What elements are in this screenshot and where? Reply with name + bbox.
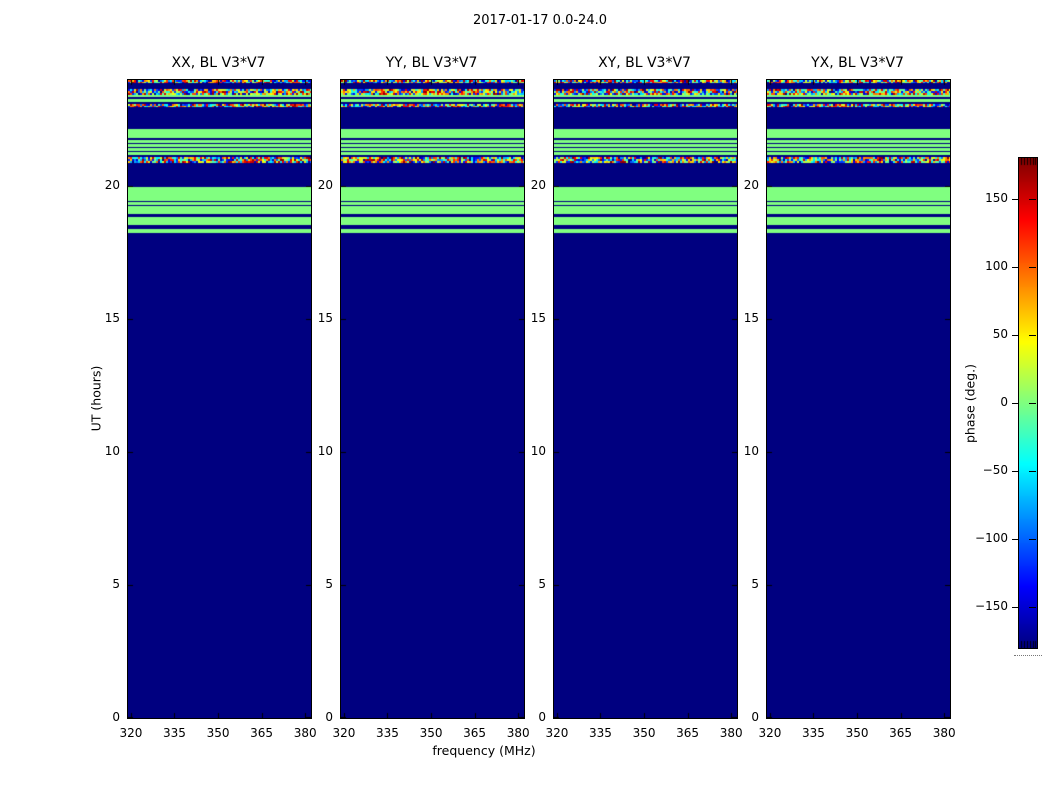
- x-axis-label: frequency (MHz): [432, 743, 536, 758]
- panel-title: YY, BL V3*V7: [385, 55, 478, 71]
- y-tick-label: 15: [530, 311, 546, 326]
- x-tick-label: 365: [250, 726, 274, 740]
- x-tick-label: 365: [889, 726, 913, 740]
- y-tick-label: 5: [538, 577, 546, 592]
- colorbar-tick: [1029, 471, 1036, 473]
- heatmap-canvas: [766, 79, 951, 719]
- y-tick-label: 0: [538, 710, 546, 724]
- y-tick-label: 15: [743, 311, 759, 326]
- colorbar-tick: [1012, 198, 1018, 200]
- x-tick-label: 320: [119, 726, 143, 740]
- colorbar-tick-label: 50: [992, 326, 1008, 341]
- y-tick-label: 15: [104, 311, 120, 326]
- x-tick-label: 320: [332, 726, 356, 740]
- y-tick-label: 0: [751, 710, 759, 724]
- y-tick-label: 20: [317, 178, 333, 193]
- x-tick-label: 380: [719, 726, 743, 740]
- colorbar-tick: [1012, 539, 1018, 541]
- y-tick-label: 20: [104, 178, 120, 193]
- x-tick-label: 335: [163, 726, 186, 740]
- x-tick-label: 335: [802, 726, 825, 740]
- colorbar-tick-label: −50: [982, 463, 1008, 478]
- colorbar-tick-label: −150: [975, 599, 1008, 614]
- y-tick-label: 10: [743, 444, 759, 459]
- y-tick-label: 20: [743, 178, 759, 193]
- colorbar-tick: [1012, 471, 1018, 473]
- x-tick-label: 350: [419, 726, 443, 740]
- colorbar-tick: [1029, 539, 1036, 541]
- x-tick-label: 350: [206, 726, 230, 740]
- colorbar-tick: [1012, 266, 1018, 268]
- y-tick-label: 10: [104, 444, 120, 459]
- x-tick-label: 320: [758, 726, 782, 740]
- panel-title: XX, BL V3*V7: [171, 55, 266, 71]
- y-tick-label: 10: [530, 444, 546, 459]
- y-tick-label: 10: [317, 444, 333, 459]
- x-tick-label: 380: [932, 726, 956, 740]
- y-tick-label: 20: [530, 178, 546, 193]
- colorbar-tick-label: 0: [1000, 395, 1008, 409]
- heatmap-canvas: [340, 79, 525, 719]
- x-tick-label: 335: [589, 726, 612, 740]
- colorbar-label: phase (deg.): [962, 364, 978, 443]
- y-tick-label: 0: [325, 710, 333, 724]
- colorbar-tick: [1012, 607, 1018, 609]
- colorbar-tick: [1012, 334, 1018, 336]
- colorbar-canvas: [1018, 157, 1038, 649]
- colorbar-tick: [1012, 403, 1018, 404]
- colorbar-tick: [1029, 198, 1036, 200]
- colorbar-tick: [1029, 403, 1036, 404]
- panel-title: XY, BL V3*V7: [598, 55, 691, 71]
- x-tick-label: 365: [463, 726, 487, 740]
- x-tick-label: 350: [632, 726, 656, 740]
- colorbar-tick: [1029, 266, 1036, 268]
- colorbar-dotted-line: [1014, 655, 1042, 656]
- x-tick-label: 380: [293, 726, 317, 740]
- y-tick-label: 5: [325, 577, 333, 592]
- heatmap-canvas: [127, 79, 312, 719]
- y-tick-label: 5: [112, 577, 120, 592]
- y-tick-label: 5: [751, 577, 759, 592]
- x-tick-label: 380: [506, 726, 530, 740]
- figure-title: 2017-01-17 0.0-24.0: [473, 13, 607, 28]
- colorbar-tick: [1029, 334, 1036, 336]
- x-tick-label: 335: [376, 726, 399, 740]
- colorbar-tick-label: 150: [985, 190, 1008, 205]
- x-tick-label: 320: [545, 726, 569, 740]
- y-tick-label: 0: [112, 710, 120, 724]
- x-tick-label: 365: [676, 726, 700, 740]
- colorbar-tick-label: 100: [985, 258, 1008, 273]
- x-tick-label: 350: [845, 726, 869, 740]
- colorbar-tick: [1029, 607, 1036, 609]
- y-tick-label: 15: [317, 311, 333, 326]
- panel-title: YX, BL V3*V7: [811, 55, 904, 71]
- colorbar-tick-label: −100: [975, 531, 1008, 546]
- heatmap-canvas: [553, 79, 738, 719]
